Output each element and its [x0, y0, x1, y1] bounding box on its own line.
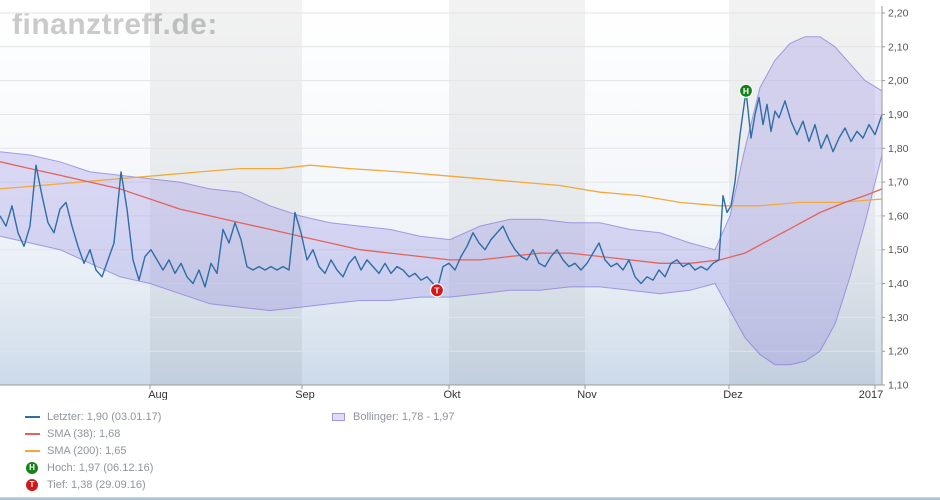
legend-hoch-label: Hoch: 1,97 (06.12.16)	[47, 461, 154, 474]
bottom-accent-bar	[0, 497, 940, 500]
legend-row-3: SMA (200): 1,65	[24, 442, 940, 459]
y-axis-label: 1,40	[888, 278, 909, 290]
y-axis-label: 1,50	[888, 244, 909, 256]
x-axis-label: Dez	[723, 389, 743, 400]
legend-row-2: SMA (38): 1,68	[24, 425, 940, 442]
x-axis-label: 2017	[859, 389, 883, 400]
series-sma200	[0, 164, 883, 207]
y-axis-label: 1,80	[888, 143, 909, 155]
legend-bollinger-label: Bollinger: 1,78 - 1,97	[353, 410, 455, 423]
legend-sma200: SMA (200): 1,65	[24, 444, 127, 457]
series-sma38	[0, 161, 883, 264]
y-axis-label: 1,60	[888, 210, 909, 222]
legend-tief-label: Tief: 1,38 (29.09.16)	[47, 478, 146, 491]
y-axis-label: 1,30	[888, 312, 909, 324]
legend-letzter-label: Letzter: 1,90 (03.01.17)	[47, 410, 162, 423]
y-axis-label: 1,20	[888, 346, 909, 358]
series-bollinger	[0, 36, 883, 366]
x-axis-ticks	[149, 385, 876, 389]
x-axis-label: Okt	[443, 389, 460, 400]
y-axis-label: 1,10	[888, 380, 909, 392]
legend-row-4: H Hoch: 1,97 (06.12.16)	[24, 459, 940, 476]
month-band	[150, 0, 302, 385]
sma200-line-swatch	[24, 449, 40, 452]
x-axis-label: Aug	[148, 389, 168, 400]
legend-bollinger: Bollinger: 1,78 - 1,97	[330, 410, 455, 423]
series-letzter	[0, 90, 883, 291]
y-axis-labels: 2,20 2,10 2,00 1,90 1,80 1,70 1,60 1,50 1,40 1,30…	[888, 8, 909, 392]
legend-tief: T Tief: 1,38 (29.09.16)	[24, 478, 146, 491]
bollinger-swatch-box	[330, 410, 346, 423]
letzter-swatch-box	[24, 410, 40, 423]
svg-text:H: H	[743, 86, 749, 96]
bollinger-band-swatch	[331, 412, 345, 421]
marker-hoch: H	[738, 83, 754, 98]
letzter-line-swatch	[24, 415, 40, 418]
x-axis-label: Nov	[577, 389, 597, 400]
x-axis-label: Sep	[295, 389, 315, 400]
y-axis-label: 2,10	[888, 41, 909, 53]
price-chart[interactable]: finanztreff.de: 2,202,102,001,901,801,70…	[0, 0, 940, 400]
legend-letzter: Letzter: 1,90 (03.01.17)	[24, 410, 161, 423]
legend-sma38: SMA (38): 1,68	[24, 427, 120, 440]
marker-tief: T	[429, 283, 445, 298]
hoch-swatch-box: H	[24, 461, 40, 474]
y-axis-label: 1,90	[888, 109, 909, 121]
chart-canvas[interactable]: 2,20 2,10 2,00 1,90 1,80 1,70 1,60 1,50 1,40 1,30…	[0, 0, 940, 400]
svg-text:T: T	[434, 285, 440, 295]
y-axis-label: 2,00	[888, 75, 909, 87]
legend-row-1: Letzter: 1,90 (03.01.17) Bollinger: 1,78…	[24, 408, 940, 425]
chart-legend: Letzter: 1,90 (03.01.17) Bollinger: 1,78…	[0, 400, 940, 497]
tief-marker-swatch: T	[26, 478, 38, 491]
legend-sma38-label: SMA (38): 1,68	[47, 427, 121, 440]
sma38-line-swatch	[24, 432, 40, 435]
hoch-marker-swatch: H	[26, 461, 38, 474]
y-axis-label: 2,20	[888, 8, 909, 20]
sma38-swatch-box	[24, 427, 40, 440]
tief-swatch-box: T	[24, 478, 40, 491]
legend-row-5: T Tief: 1,38 (29.09.16)	[24, 476, 940, 493]
month-band	[449, 0, 585, 385]
legend-hoch: H Hoch: 1,97 (06.12.16)	[24, 461, 153, 474]
x-axis-labels: Aug Sep Okt Nov Dez 2017	[148, 389, 883, 400]
legend-sma200-label: SMA (200): 1,65	[47, 444, 127, 457]
y-axis-label: 1,70	[888, 177, 909, 189]
sma200-swatch-box	[24, 444, 40, 457]
